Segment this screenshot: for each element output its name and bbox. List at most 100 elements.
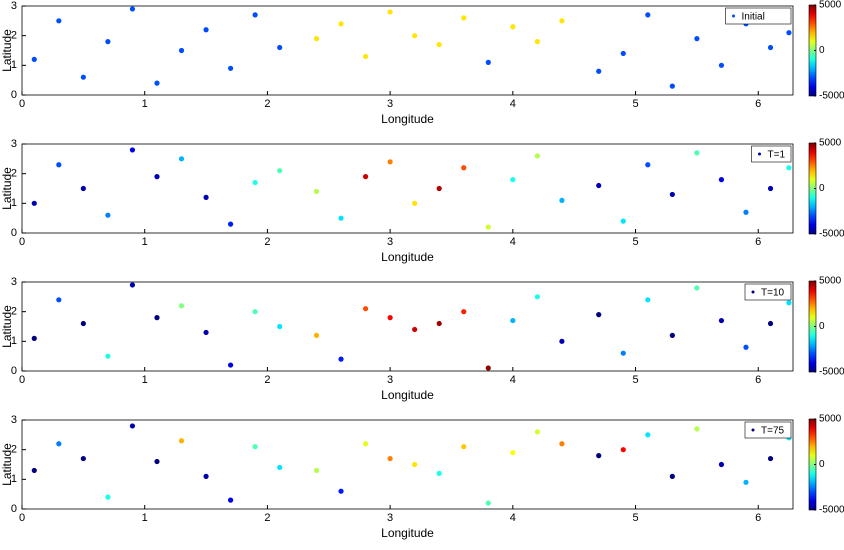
data-point — [228, 65, 234, 71]
data-point — [534, 39, 540, 45]
x-tick-label: 1 — [142, 374, 148, 386]
data-point — [645, 297, 651, 303]
colorbar-tick-label: 0 — [819, 321, 825, 332]
colorbar-tick-label: 0 — [819, 45, 825, 56]
data-point — [129, 147, 136, 153]
x-tick-label: 6 — [755, 236, 761, 248]
data-point — [129, 423, 136, 429]
axes-box — [21, 419, 794, 510]
data-point — [154, 315, 160, 321]
data-point — [56, 441, 62, 447]
data-point — [105, 494, 111, 500]
legend-marker — [758, 152, 761, 156]
data-point — [362, 441, 369, 447]
data-point — [461, 165, 467, 171]
data-point — [559, 18, 565, 24]
x-tick-label: 4 — [510, 236, 516, 248]
data-point — [387, 315, 393, 321]
data-point — [510, 450, 516, 456]
data-point — [31, 335, 37, 341]
data-point — [387, 455, 393, 462]
data-point — [362, 174, 369, 180]
legend-label: T=75 — [761, 426, 785, 437]
data-point — [80, 320, 86, 327]
colorbar-tick-label: 5000 — [819, 138, 842, 149]
data-point — [338, 215, 344, 221]
x-tick-label: 1 — [142, 98, 148, 110]
data-point — [436, 470, 442, 476]
y-tick-label: 3 — [11, 414, 17, 426]
data-point — [669, 473, 675, 479]
x-axis-label: Longitude — [381, 388, 434, 402]
x-tick-label: 1 — [142, 512, 148, 524]
data-point — [56, 162, 62, 168]
data-point — [718, 317, 725, 324]
data-point — [412, 33, 418, 39]
data-point — [412, 461, 418, 468]
y-tick-label: 3 — [11, 0, 17, 12]
colorbar-tick-label: -5000 — [819, 229, 844, 240]
data-point — [178, 47, 185, 54]
y-tick-label: 2 — [11, 306, 17, 318]
data-point — [620, 350, 626, 356]
y-tick-label: 2 — [11, 444, 17, 456]
data-point — [154, 80, 160, 86]
x-tick-label: 2 — [264, 236, 270, 248]
x-tick-label: 2 — [264, 98, 270, 110]
data-point — [694, 285, 700, 291]
y-tick-label: 2 — [11, 30, 17, 42]
data-point — [80, 185, 86, 192]
data-point — [178, 303, 185, 309]
y-tick-label: 1 — [11, 473, 17, 485]
x-tick-label: 5 — [632, 512, 638, 524]
data-point — [669, 332, 675, 338]
x-tick-label: 0 — [19, 236, 25, 248]
data-point — [786, 30, 792, 36]
y-tick-label: 1 — [11, 335, 17, 347]
legend-box — [744, 421, 792, 439]
data-point — [485, 59, 491, 65]
data-point — [718, 461, 725, 468]
colorbar-tick-label: 0 — [819, 183, 825, 194]
data-point — [228, 497, 234, 503]
data-point — [277, 168, 283, 174]
data-point — [56, 18, 62, 24]
data-point — [694, 36, 700, 42]
data-point — [645, 432, 651, 438]
data-point — [203, 194, 209, 200]
x-tick-label: 6 — [755, 512, 761, 524]
data-point — [596, 453, 602, 459]
data-point — [645, 12, 651, 18]
y-tick-label: 0 — [11, 227, 17, 239]
data-point — [461, 309, 467, 315]
x-tick-label: 5 — [632, 98, 638, 110]
data-point — [596, 182, 602, 189]
y-axis-label: Latitude — [0, 29, 14, 72]
data-point — [252, 12, 258, 18]
data-point — [387, 9, 393, 15]
data-point — [669, 83, 675, 89]
data-point — [743, 479, 749, 485]
x-tick-label: 4 — [510, 374, 516, 386]
data-point — [277, 464, 283, 471]
y-tick-label: 2 — [11, 168, 17, 180]
data-point — [313, 188, 320, 195]
data-point — [559, 197, 565, 203]
data-point — [178, 156, 185, 162]
data-point — [596, 312, 602, 318]
x-tick-label: 3 — [387, 236, 393, 248]
y-tick-label: 0 — [11, 503, 17, 515]
data-point — [461, 15, 467, 21]
x-tick-label: 2 — [264, 374, 270, 386]
x-tick-label: 3 — [387, 374, 393, 386]
legend-label: T=1 — [768, 150, 786, 161]
data-point — [338, 21, 344, 27]
data-point — [559, 441, 565, 447]
data-point — [203, 329, 209, 336]
axes-box — [21, 143, 794, 234]
data-point — [694, 150, 700, 156]
y-tick-label: 3 — [11, 276, 17, 288]
data-point — [277, 44, 283, 51]
y-axis-label: Latitude — [0, 443, 14, 486]
data-point — [559, 338, 565, 344]
